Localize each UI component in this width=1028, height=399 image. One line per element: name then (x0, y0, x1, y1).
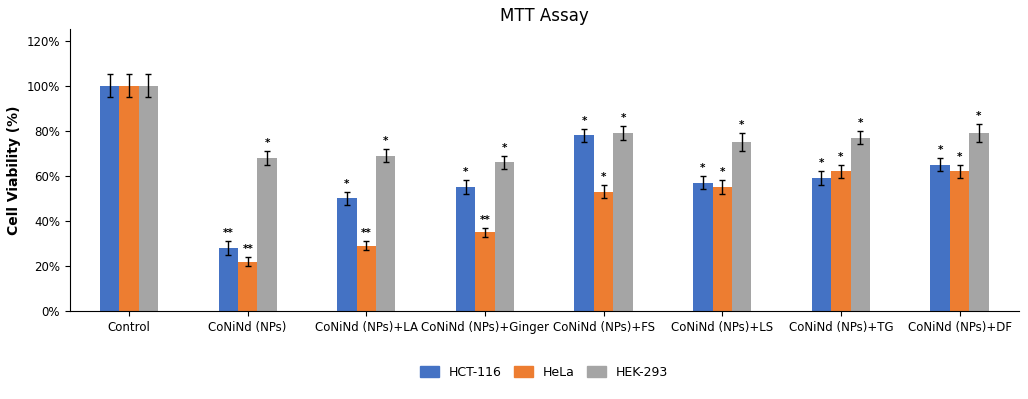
Text: *: * (582, 116, 587, 126)
Bar (712, 187, 732, 311)
Y-axis label: Cell Viability (%): Cell Viability (%) (7, 105, 21, 235)
Bar (357, 246, 376, 311)
Text: *: * (344, 179, 350, 189)
Text: *: * (463, 168, 468, 178)
Bar (494, 162, 514, 311)
Bar (693, 183, 712, 311)
Text: *: * (264, 138, 269, 148)
Bar (455, 187, 475, 311)
Text: *: * (857, 118, 862, 128)
Text: *: * (620, 113, 626, 123)
Bar (832, 172, 850, 311)
Bar (614, 133, 632, 311)
Text: *: * (383, 136, 389, 146)
Bar (257, 158, 277, 311)
Bar (930, 165, 950, 311)
Bar (219, 248, 237, 311)
Text: *: * (977, 111, 982, 121)
Bar (732, 142, 751, 311)
Text: *: * (601, 172, 607, 182)
Bar (139, 86, 158, 311)
Text: *: * (720, 168, 725, 178)
Bar (100, 86, 119, 311)
Text: **: ** (243, 244, 253, 254)
Title: MTT Assay: MTT Assay (500, 7, 589, 25)
Bar (969, 133, 989, 311)
Text: *: * (502, 143, 507, 153)
Legend: HCT-116, HeLa, HEK-293: HCT-116, HeLa, HEK-293 (415, 361, 673, 384)
Bar (119, 86, 139, 311)
Text: **: ** (361, 228, 372, 238)
Text: *: * (838, 152, 844, 162)
Bar (337, 198, 357, 311)
Bar (812, 178, 832, 311)
Text: *: * (938, 145, 943, 155)
Text: **: ** (223, 228, 233, 238)
Bar (850, 138, 870, 311)
Text: **: ** (480, 215, 490, 225)
Bar (376, 156, 396, 311)
Bar (237, 262, 257, 311)
Text: *: * (739, 120, 744, 130)
Bar (950, 172, 969, 311)
Text: *: * (957, 152, 962, 162)
Bar (594, 192, 614, 311)
Bar (575, 135, 594, 311)
Text: *: * (700, 163, 705, 173)
Text: *: * (818, 158, 824, 168)
Bar (475, 232, 494, 311)
